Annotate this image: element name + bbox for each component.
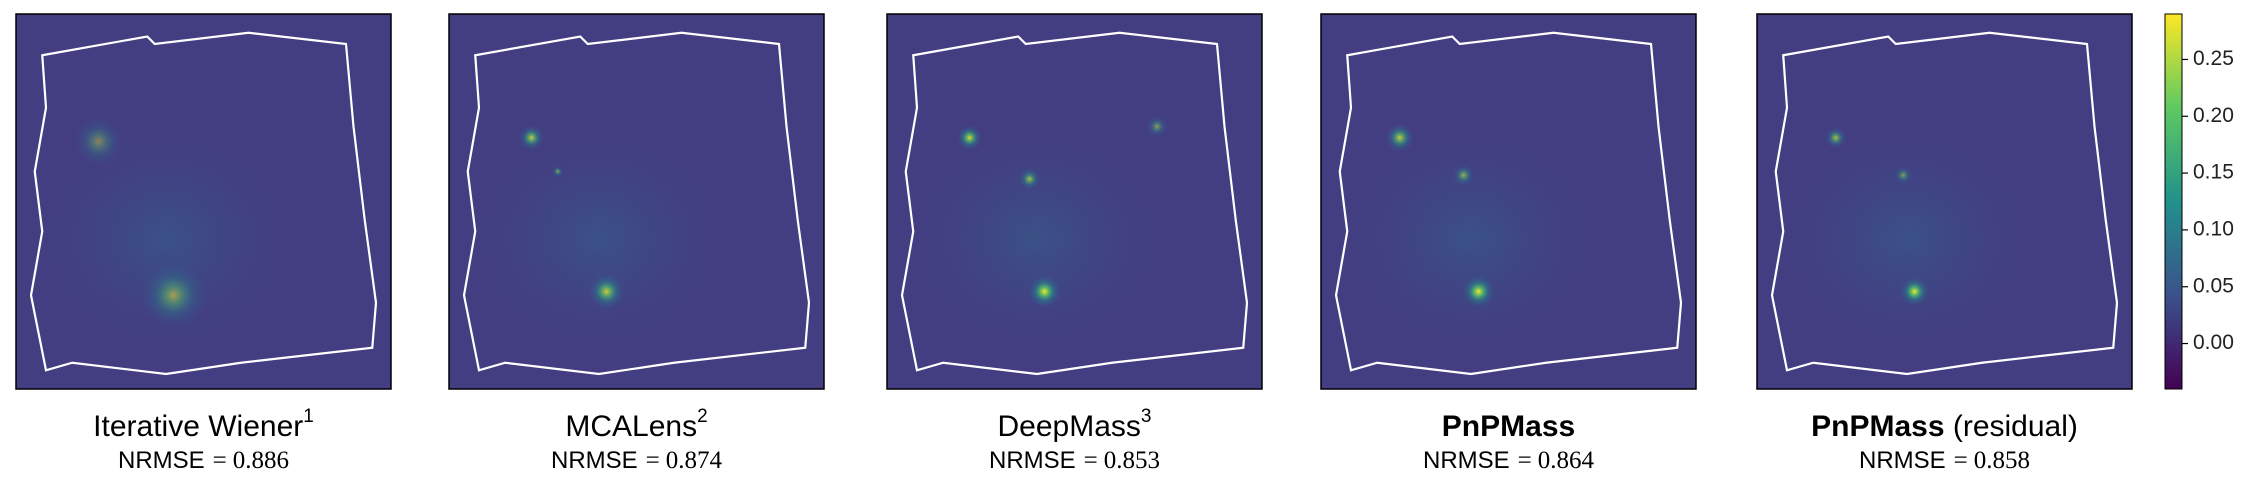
title-main: DeepMass bbox=[998, 410, 1141, 443]
metric-name: NRMSE bbox=[118, 447, 205, 474]
map-peak bbox=[1145, 115, 1169, 138]
map-peak bbox=[72, 115, 125, 168]
metric-value: 0.886 bbox=[233, 447, 289, 474]
panel-title: DeepMass3 bbox=[998, 406, 1152, 443]
metric-sign: = bbox=[1518, 447, 1532, 474]
title-main: PnPMass bbox=[1442, 410, 1575, 443]
colorbar-tick-label: 0.20 bbox=[2193, 104, 2234, 127]
survey-outline bbox=[1334, 31, 1683, 376]
map-haze bbox=[1775, 126, 2039, 352]
map-peak bbox=[1384, 122, 1415, 153]
map-frame bbox=[448, 13, 825, 390]
survey-outline bbox=[900, 31, 1249, 376]
panel-title: MCALens2 bbox=[565, 406, 707, 443]
map-peak bbox=[1018, 167, 1041, 191]
metric-sign: = bbox=[213, 447, 227, 474]
map-haze bbox=[34, 126, 298, 352]
panel: PnPMass NRMSE = 0.864 bbox=[1320, 13, 1697, 475]
map-peak bbox=[956, 124, 983, 151]
map-peak bbox=[1899, 276, 1930, 307]
metric-value: 0.864 bbox=[1538, 447, 1595, 474]
map-haze bbox=[905, 126, 1169, 352]
metric-value: 0.853 bbox=[1104, 447, 1160, 474]
panel-title: PnPMass (residual) bbox=[1811, 410, 2078, 443]
colorbar bbox=[2164, 13, 2183, 390]
survey-outline bbox=[1770, 31, 2119, 376]
metric: NRMSE = 0.886 bbox=[118, 447, 289, 475]
map-frame bbox=[15, 13, 392, 390]
title-main: PnPMass bbox=[1811, 410, 1944, 443]
title-superscript: 2 bbox=[697, 406, 708, 427]
colorbar-tick-label: 0.15 bbox=[2193, 161, 2234, 184]
map-peak bbox=[139, 261, 208, 329]
map-haze bbox=[1339, 126, 1603, 352]
metric-name: NRMSE bbox=[1423, 447, 1510, 474]
survey-outline bbox=[462, 31, 811, 376]
panel: PnPMass (residual) NRMSE = 0.858 bbox=[1756, 13, 2133, 475]
colorbar-tick-label: 0.00 bbox=[2193, 331, 2234, 354]
metric: NRMSE = 0.864 bbox=[1423, 447, 1595, 475]
map-peak bbox=[1893, 165, 1913, 185]
colorbar-tick-label: 0.05 bbox=[2193, 274, 2234, 297]
map-peak bbox=[518, 124, 545, 151]
panel: Iterative Wiener1 NRMSE = 0.886 bbox=[15, 13, 392, 475]
metric-sign: = bbox=[646, 447, 660, 474]
metric: NRMSE = 0.858 bbox=[1859, 447, 2030, 475]
map-peak bbox=[1461, 274, 1496, 309]
panel: DeepMass3 NRMSE = 0.853 bbox=[886, 13, 1263, 475]
map-frame bbox=[1320, 13, 1697, 390]
metric-sign: = bbox=[1954, 447, 1968, 474]
metric-sign: = bbox=[1084, 447, 1098, 474]
panel-title: PnPMass bbox=[1442, 410, 1575, 443]
metric: NRMSE = 0.853 bbox=[989, 447, 1160, 475]
colorbar-tick-label: 0.10 bbox=[2193, 217, 2234, 240]
title-superscript: 1 bbox=[303, 406, 314, 427]
map-peak bbox=[1027, 274, 1062, 309]
map-peak bbox=[1824, 126, 1847, 149]
survey-outline bbox=[29, 31, 378, 376]
map-frame bbox=[886, 13, 1263, 390]
title-main: MCALens bbox=[565, 410, 697, 443]
colorbar-tick-label: 0.25 bbox=[2193, 47, 2234, 70]
map-peak bbox=[587, 272, 626, 311]
title-main: Iterative Wiener bbox=[93, 410, 303, 443]
metric: NRMSE = 0.874 bbox=[551, 447, 723, 475]
metric-name: NRMSE bbox=[989, 447, 1076, 474]
map-peak bbox=[552, 165, 564, 178]
panel: MCALens2 NRMSE = 0.874 bbox=[448, 13, 825, 475]
metric-name: NRMSE bbox=[1859, 447, 1946, 474]
metric-name: NRMSE bbox=[551, 447, 638, 474]
metric-value: 0.858 bbox=[1974, 447, 2030, 474]
map-haze bbox=[467, 126, 731, 352]
map-peak bbox=[1452, 164, 1475, 187]
panel-title: Iterative Wiener1 bbox=[93, 406, 314, 443]
title-superscript: 3 bbox=[1141, 406, 1152, 427]
metric-value: 0.874 bbox=[666, 447, 723, 474]
map-frame bbox=[1756, 13, 2133, 390]
title-suffix: (residual) bbox=[1945, 410, 2078, 443]
